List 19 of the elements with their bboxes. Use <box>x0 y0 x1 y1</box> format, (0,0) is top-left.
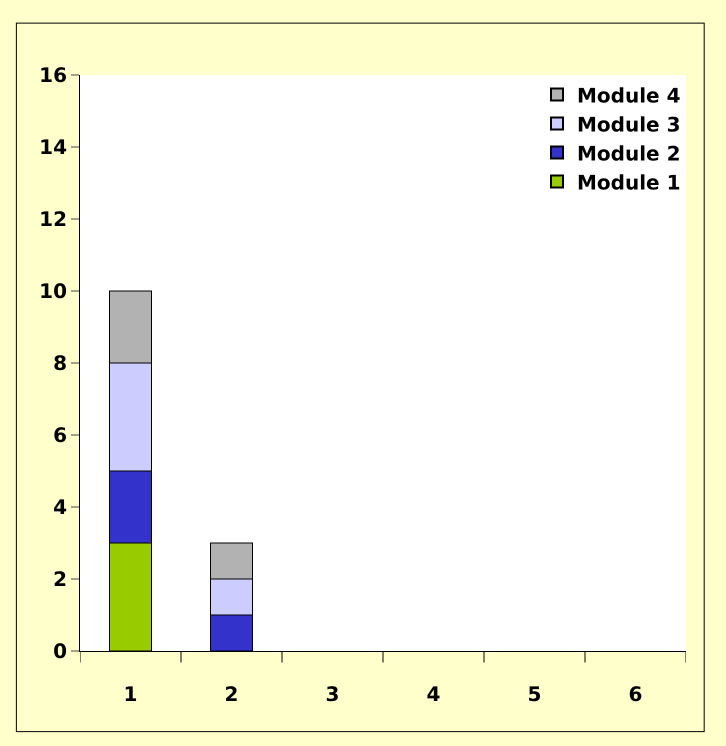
x-tick-label: 3 <box>326 682 340 706</box>
y-tick-label: 0 <box>53 639 67 663</box>
x-tick-label: 2 <box>224 682 238 706</box>
y-tick-label: 10 <box>39 279 67 303</box>
y-tick-label: 14 <box>39 135 67 159</box>
y-tick-label: 8 <box>53 351 67 375</box>
x-tick-label: 4 <box>426 682 440 706</box>
x-tick-label: 1 <box>124 682 138 706</box>
x-tick-label: 5 <box>528 682 542 706</box>
legend-label: Module 1 <box>577 170 680 194</box>
y-tick-label: 16 <box>39 63 67 87</box>
legend-label: Module 2 <box>577 141 680 166</box>
y-tick-label: 12 <box>39 207 67 231</box>
y-tick-label: 2 <box>53 567 67 591</box>
y-tick-label: 4 <box>53 495 67 519</box>
legend-label: Module 3 <box>577 112 680 136</box>
legend-label: Module 4 <box>577 83 680 108</box>
x-tick-label: 6 <box>628 682 642 706</box>
y-tick-label: 6 <box>53 423 67 447</box>
